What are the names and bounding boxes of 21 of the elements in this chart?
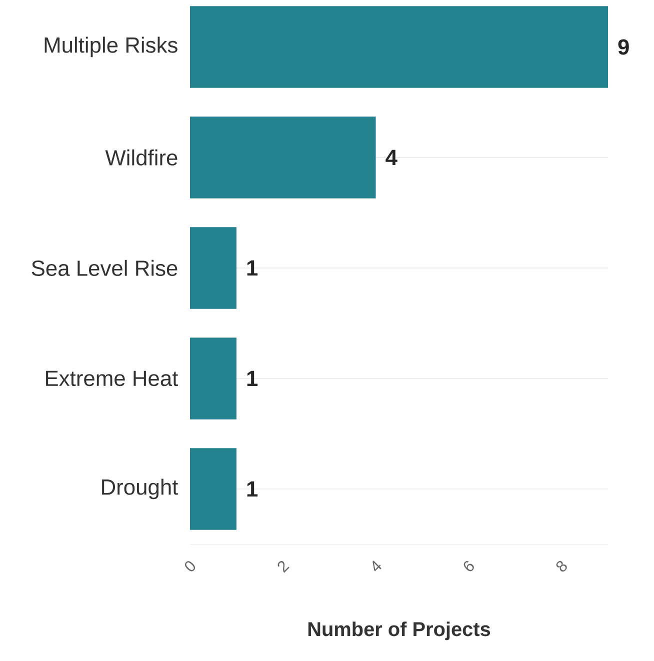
bar [190, 448, 236, 530]
x-tick-label: 6 [464, 560, 474, 572]
x-axis-title: Number of Projects [308, 622, 490, 640]
x-tick-label: 2 [278, 561, 290, 573]
data-label: 4 [386, 150, 398, 166]
data-label: 1 [247, 260, 258, 276]
y-tick-label: Multiple Risks [44, 36, 178, 58]
data-label: 1 [247, 370, 258, 386]
y-tick-label: Extreme Heat [46, 370, 178, 386]
data-label: 1 [247, 481, 258, 497]
bar [190, 338, 236, 420]
bar [190, 116, 376, 198]
bar [190, 227, 236, 309]
y-tick-label: Sea Level Rise [32, 260, 178, 276]
x-tick-label: 4 [372, 560, 382, 572]
bar [190, 6, 608, 88]
x-tick-label: 8 [556, 560, 567, 572]
x-tick-label: 0 [184, 561, 196, 572]
y-tick-label: Wildfire [105, 149, 178, 166]
data-label: 9 [618, 39, 629, 55]
y-tick-label: Drought [102, 478, 178, 500]
